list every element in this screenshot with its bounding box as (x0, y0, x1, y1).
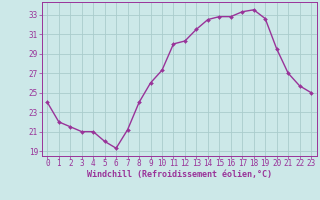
X-axis label: Windchill (Refroidissement éolien,°C): Windchill (Refroidissement éolien,°C) (87, 170, 272, 179)
